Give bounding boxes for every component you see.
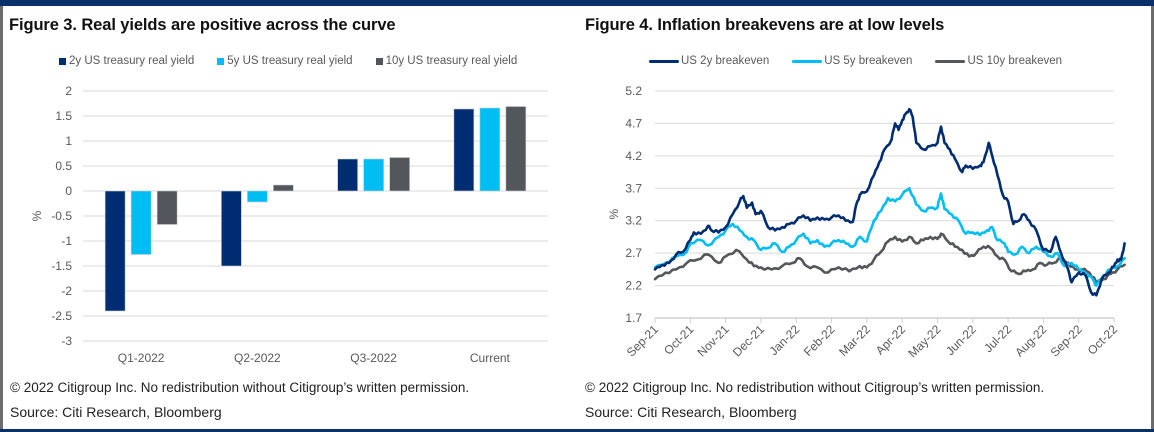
bar-q2-2022-5y xyxy=(247,190,268,203)
figure-3-copyright: © 2022 Citigroup Inc. No redistribution … xyxy=(10,380,470,395)
y-tick-label: 5.2 xyxy=(625,84,642,98)
legend-label-2y: 2y US treasury real yield xyxy=(69,55,195,67)
x-tick-label: Oct-22 xyxy=(1085,322,1121,358)
y-tick-label: -1 xyxy=(61,234,72,248)
x-tick-label: Jul-22 xyxy=(981,322,1014,355)
y-tick-label: 0 xyxy=(65,184,72,198)
figure-4-copyright: © 2022 Citigroup Inc. No redistribution … xyxy=(585,380,1045,395)
y-tick-label: -1.5 xyxy=(51,259,72,273)
y-tick-label: -2 xyxy=(61,284,72,298)
y-tick-label: 1.7 xyxy=(625,311,642,325)
series-line-us-10y-breakeven xyxy=(653,232,1126,284)
x-tick-label: Q2-2022 xyxy=(234,351,281,365)
left-frame-edge xyxy=(0,6,3,429)
y-tick-label: -2.5 xyxy=(51,309,72,323)
bar-q3-2022-10y xyxy=(389,157,410,192)
y-tick-label: 4.2 xyxy=(625,149,642,163)
bar-q2-2022-10y xyxy=(273,184,294,192)
bar-q2-2022-2y xyxy=(221,190,242,267)
x-tick-label: May-22 xyxy=(905,322,943,360)
y-tick-label: 4.7 xyxy=(625,116,642,130)
bar-current-5y xyxy=(479,107,501,192)
x-tick-label: Apr-22 xyxy=(873,322,909,358)
legend-label-10y: 10y US treasury real yield xyxy=(385,55,518,67)
right-frame-edge xyxy=(1151,6,1154,429)
x-tick-label: Jan-22 xyxy=(766,322,802,358)
x-tick-label: Sep-21 xyxy=(624,322,661,359)
bar-q1-2022-5y xyxy=(130,190,152,255)
figure-3-bar-chart: 2 1.5 1 0.5 0 -0.5 -1 -1.5 -2 -2.5 -3% Q1-2022 Q2-20… xyxy=(30,84,548,365)
legend-swatch-5y xyxy=(217,57,225,65)
bar-current-2y xyxy=(453,108,475,192)
x-tick-label: Sep-22 xyxy=(1048,322,1085,359)
x-tick-label: Nov-21 xyxy=(694,322,731,359)
y-tick-label: 1 xyxy=(65,134,72,148)
y-tick-label: 2.2 xyxy=(625,279,642,293)
legend-swatch-2y xyxy=(59,57,66,65)
series-line-us-2y-breakeven xyxy=(653,107,1126,297)
figure-3-legend: 2y US treasury real yield 5y US treasury… xyxy=(59,55,540,67)
legend-item-2y-breakeven: US 2y breakeven xyxy=(649,55,769,67)
y-tick-label: 3.7 xyxy=(625,181,642,195)
figure-4-source: Source: Citi Research, Bloomberg xyxy=(585,404,797,420)
series-line-us-5y-breakeven xyxy=(653,187,1126,287)
x-tick-label: Mar-22 xyxy=(836,322,873,359)
legend-label-5y-breakeven: US 5y breakeven xyxy=(824,55,913,67)
figure-3-title: Figure 3. Real yields are positive acros… xyxy=(9,16,396,34)
y-tick-label: 1.5 xyxy=(55,109,72,123)
x-tick-label: Feb-22 xyxy=(801,322,838,359)
y-tick-label: 2 xyxy=(65,84,72,98)
bar-q3-2022-2y xyxy=(337,158,358,192)
y-tick-label: -0.5 xyxy=(51,209,72,223)
legend-item-2y: 2y US treasury real yield xyxy=(59,55,194,67)
x-tick-label: Oct-21 xyxy=(661,322,697,358)
x-tick-label: Q3-2022 xyxy=(350,351,397,365)
figure-4-panel: Figure 4. Inflation breakevens are at lo… xyxy=(578,6,1151,429)
y-tick-label: -3 xyxy=(61,334,72,348)
legend-item-10y: 10y US treasury real yield xyxy=(375,55,518,67)
bar-current-10y xyxy=(505,106,527,192)
legend-label-5y: 5y US treasury real yield xyxy=(227,55,353,67)
legend-label-10y-breakeven: US 10y breakeven xyxy=(967,55,1063,67)
bar-q1-2022-10y xyxy=(156,190,178,225)
legend-line-2y-breakeven xyxy=(649,59,679,63)
y-axis-label: % xyxy=(607,209,621,220)
figure-3-source: Source: Citi Research, Bloomberg xyxy=(10,404,222,420)
legend-label-2y-breakeven: US 2y breakeven xyxy=(681,55,770,67)
bar-q3-2022-5y xyxy=(363,158,384,192)
y-tick-label: 0.5 xyxy=(55,159,72,173)
top-frame-bar xyxy=(0,0,1154,6)
bottom-frame-bar xyxy=(0,429,1154,432)
y-tick-label: 2.7 xyxy=(625,246,642,260)
figure-4-legend: US 2y breakeven US 5y breakeven US 10y b… xyxy=(649,55,1085,67)
legend-line-5y-breakeven xyxy=(792,59,823,63)
x-tick-label: Jun-22 xyxy=(943,322,979,358)
legend-item-5y-breakeven: US 5y breakeven xyxy=(792,55,912,67)
legend-item-5y: 5y US treasury real yield xyxy=(217,55,353,67)
legend-swatch-10y xyxy=(375,57,383,65)
figure-3-panel: Figure 3. Real yields are positive acros… xyxy=(3,6,578,429)
x-tick-label: Dec-21 xyxy=(730,322,767,359)
legend-item-10y-breakeven: US 10y breakeven xyxy=(935,55,1062,67)
x-tick-label: Q1-2022 xyxy=(118,351,165,365)
figure-4-title: Figure 4. Inflation breakevens are at lo… xyxy=(585,16,945,34)
y-tick-label: 3.2 xyxy=(625,214,642,228)
x-tick-label: Current xyxy=(470,351,511,365)
y-axis-label: % xyxy=(30,210,44,221)
x-tick-label: Aug-22 xyxy=(1012,322,1049,359)
bar-q1-2022-2y xyxy=(104,190,126,312)
legend-line-10y-breakeven xyxy=(935,59,966,63)
